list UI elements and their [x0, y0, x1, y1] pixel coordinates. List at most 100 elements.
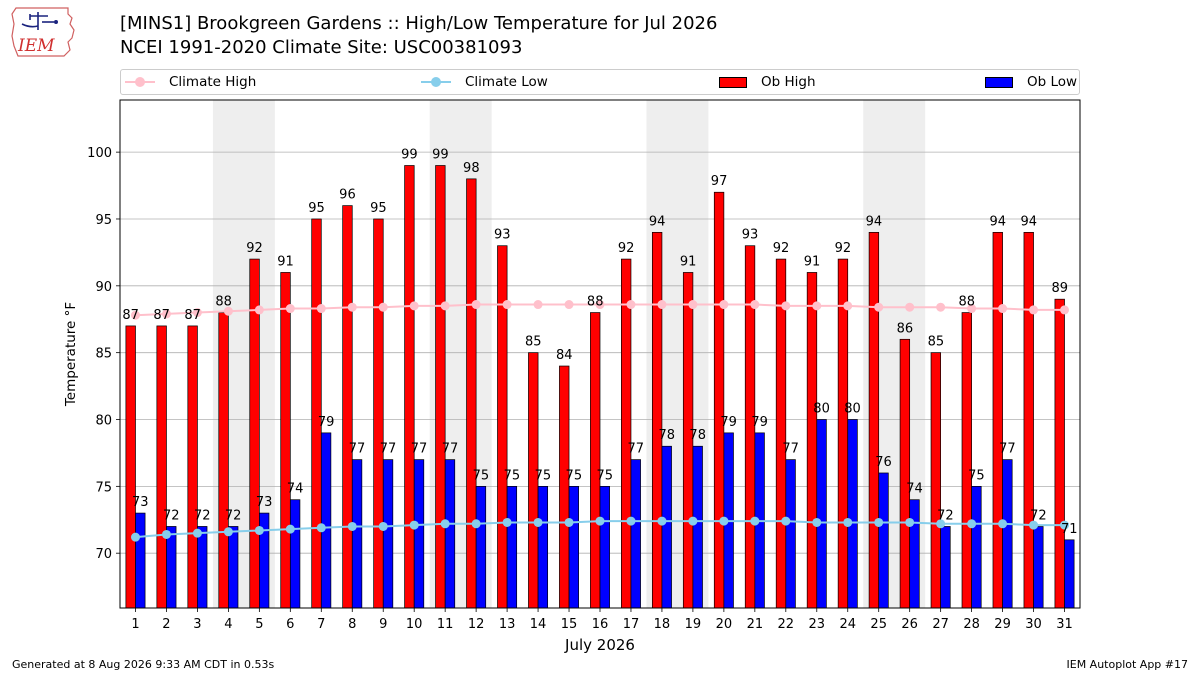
climate-low-point: [564, 517, 574, 527]
bar-ob-low: [382, 459, 394, 609]
ob-low-value-label: 79: [720, 415, 737, 430]
bar-ob-high: [775, 258, 787, 609]
ob-low-value-label: 78: [689, 428, 706, 443]
x-tick-label: 22: [778, 617, 795, 632]
bar-ob-low: [630, 459, 641, 609]
ob-low-value-label: 77: [380, 442, 397, 457]
x-tick-label: 11: [437, 617, 454, 632]
ob-low-value-label: 75: [473, 468, 490, 483]
climate-high-swatch: [125, 76, 155, 88]
y-tick-label: 90: [95, 280, 112, 295]
ob-high-value-label: 91: [277, 254, 294, 269]
bar-ob-low: [909, 499, 920, 609]
ob-high-value-label: 99: [432, 148, 449, 163]
x-tick-label: 25: [870, 617, 887, 632]
x-tick-label: 13: [499, 617, 516, 632]
climate-high-point: [347, 302, 357, 312]
bar-ob-low: [475, 485, 487, 609]
bar-ob-low: [785, 459, 796, 609]
ob-high-value-label: 88: [215, 295, 232, 310]
climate-high-point: [998, 304, 1008, 314]
bar-ob-high: [187, 325, 198, 609]
climate-low-point: [750, 516, 760, 526]
ob-high-value-label: 94: [649, 214, 666, 229]
bar-ob-low: [661, 445, 672, 609]
legend-item-climate-low: Climate Low: [421, 70, 548, 94]
bar-ob-low: [599, 485, 610, 609]
bar-ob-high: [559, 365, 570, 609]
x-tick-label: 3: [193, 617, 201, 632]
ob-high-value-label: 95: [370, 201, 387, 216]
bar-ob-high: [280, 272, 291, 609]
legend-label-ob-low: Ob Low: [1027, 74, 1078, 90]
bar-ob-low: [847, 419, 858, 609]
ob-high-value-label: 84: [556, 348, 573, 363]
ob-low-value-label: 75: [566, 468, 583, 483]
ob-low-value-label: 72: [1030, 508, 1047, 523]
climate-high-point: [1029, 305, 1039, 315]
climate-low-point: [471, 519, 481, 529]
x-axis-label: July 2026: [564, 636, 635, 654]
ob-high-value-label: 98: [463, 161, 480, 176]
x-tick-label: 17: [623, 617, 640, 632]
ob-high-value-label: 85: [525, 335, 542, 350]
climate-low-point: [409, 520, 419, 530]
chart-title: [MINS1] Brookgreen Gardens :: High/Low T…: [120, 13, 718, 34]
ob-high-swatch: [719, 76, 747, 88]
ob-low-value-label: 77: [627, 442, 644, 457]
bar-ob-high: [373, 218, 384, 609]
climate-low-point: [967, 519, 977, 529]
ob-low-value-label: 74: [906, 482, 923, 497]
ob-low-value-label: 79: [318, 415, 335, 430]
ob-high-value-label: 92: [618, 241, 635, 256]
ob-high-value-label: 93: [742, 228, 759, 243]
bar-ob-low: [537, 485, 549, 609]
bar-ob-high: [125, 325, 136, 609]
ob-low-value-label: 79: [751, 415, 768, 430]
ob-high-value-label: 91: [804, 254, 821, 269]
ob-high-value-label: 93: [494, 228, 511, 243]
x-tick-label: 2: [162, 617, 170, 632]
climate-high-point: [626, 300, 636, 310]
ob-low-value-label: 75: [504, 468, 521, 483]
climate-high-point: [905, 302, 915, 312]
bar-ob-high: [1023, 231, 1034, 609]
x-tick-label: 29: [994, 617, 1011, 632]
x-tick-label: 7: [317, 617, 325, 632]
y-axis-label: Temperature °F: [63, 302, 79, 407]
climate-high-point: [595, 300, 605, 310]
climate-low-point: [998, 519, 1008, 529]
y-tick-label: 85: [95, 347, 112, 362]
ob-low-value-label: 78: [658, 428, 675, 443]
ob-high-value-label: 87: [184, 308, 201, 323]
bar-ob-low: [320, 432, 332, 609]
bar-ob-high: [621, 258, 632, 609]
bar-ob-low: [1064, 539, 1075, 609]
x-tick-label: 20: [716, 617, 733, 632]
climate-low-point: [595, 516, 605, 526]
bar-ob-high: [342, 205, 353, 609]
x-tick-label: 15: [561, 617, 578, 632]
climate-low-point: [812, 517, 822, 527]
climate-low-point: [843, 517, 853, 527]
bar-ob-low: [1033, 526, 1044, 609]
climate-high-point: [192, 308, 202, 318]
y-tick-label: 70: [95, 547, 112, 562]
bar-ob-high: [899, 338, 911, 609]
iem-logo: IEM: [11, 7, 75, 57]
bar-ob-high: [404, 165, 415, 609]
ob-low-value-label: 80: [813, 402, 830, 417]
bar-ob-high: [651, 231, 663, 609]
bar-ob-high: [466, 178, 477, 609]
ob-high-value-label: 95: [308, 201, 325, 216]
x-tick-label: 4: [224, 617, 232, 632]
x-tick-label: 5: [255, 617, 263, 632]
ob-low-value-label: 77: [999, 442, 1016, 457]
ob-low-value-label: 77: [411, 442, 428, 457]
climate-low-point: [657, 516, 667, 526]
ob-high-value-label: 87: [153, 308, 170, 323]
ob-low-value-label: 72: [163, 508, 180, 523]
ob-low-value-label: 76: [875, 455, 892, 470]
ob-high-value-label: 88: [959, 295, 976, 310]
climate-high-point: [409, 301, 419, 311]
